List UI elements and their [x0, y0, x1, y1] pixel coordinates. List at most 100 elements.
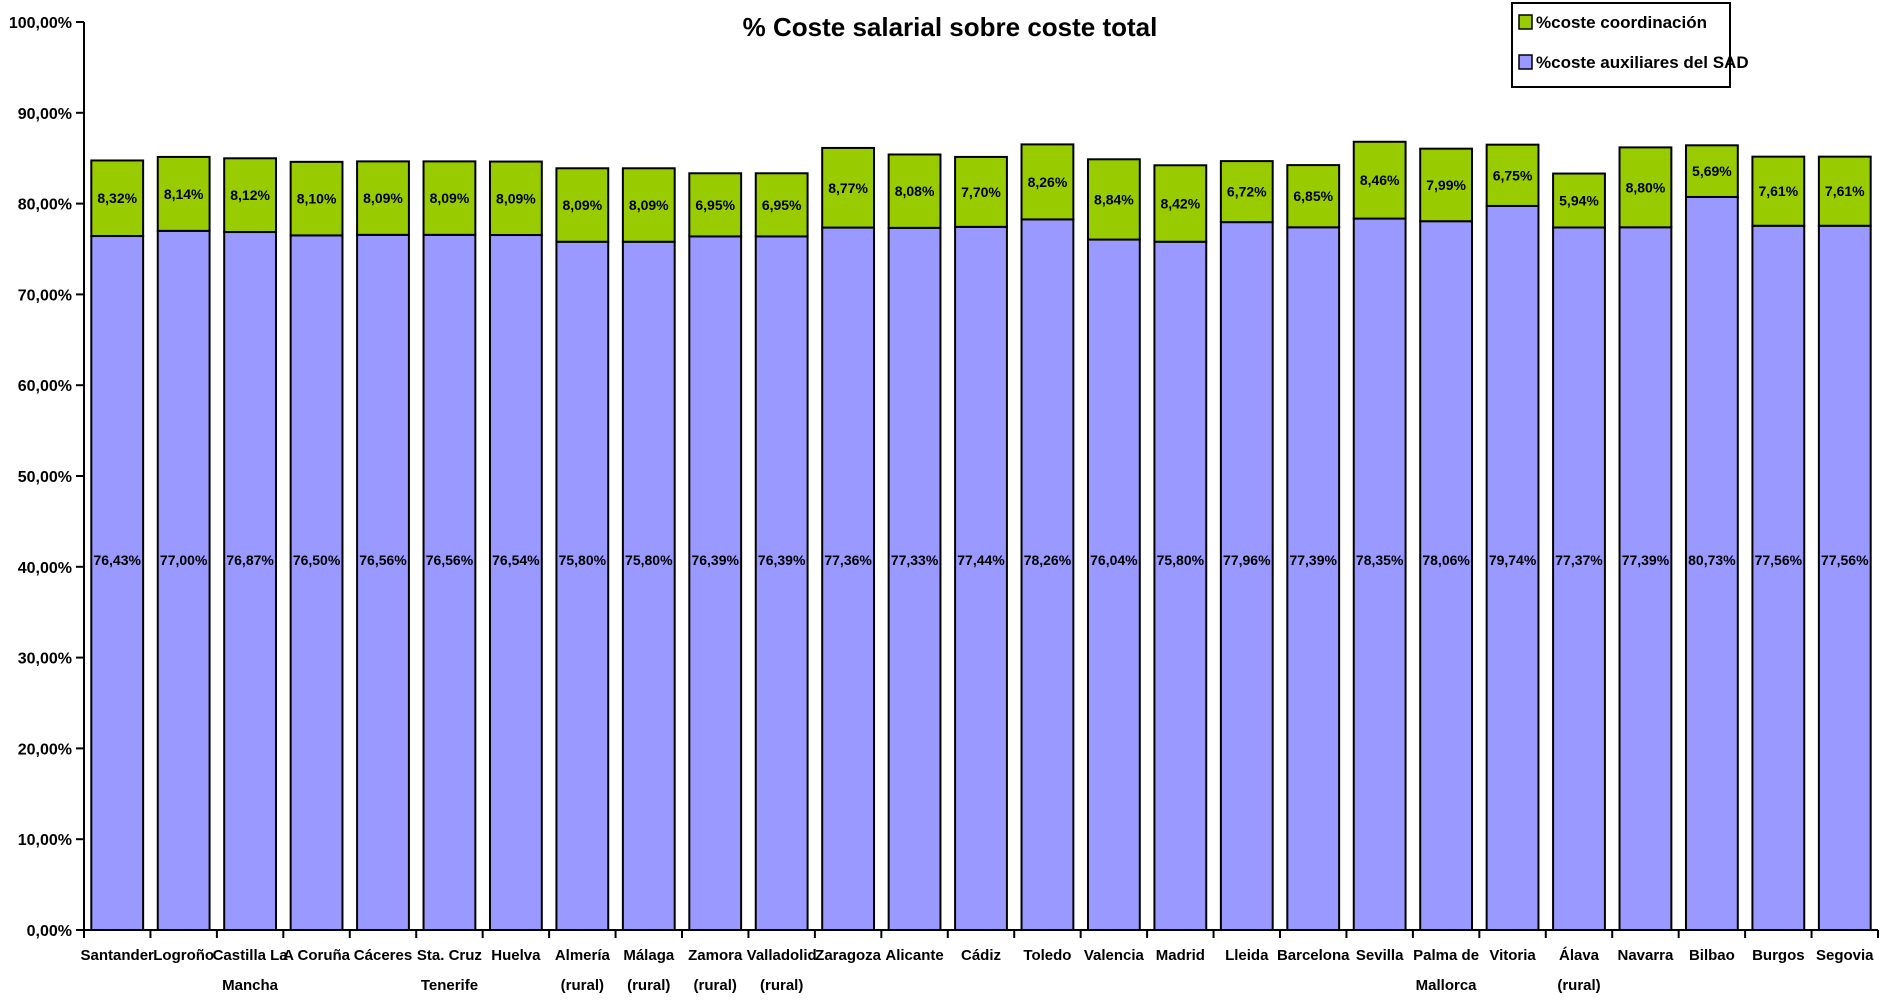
y-tick-label: 90,00%: [18, 106, 72, 123]
bar-auxiliares: [688, 235, 743, 932]
bar-coordinacion: [1817, 155, 1872, 227]
data-label-coordinacion: 8,12%: [230, 187, 270, 203]
data-label-auxiliares: 77,96%: [1223, 552, 1271, 568]
category-label: Santander: [81, 947, 155, 964]
data-label-coordinacion: 8,77%: [828, 180, 868, 196]
bar-auxiliares: [1552, 226, 1606, 931]
bar-coordinacion: [688, 172, 743, 238]
data-label-auxiliares: 76,54%: [492, 552, 540, 568]
bar-coordinacion: [223, 157, 278, 234]
category-label: Vitoria: [1489, 947, 1536, 964]
category-label: Sevilla: [1356, 947, 1404, 964]
bar-auxiliares: [954, 225, 1008, 932]
bar-auxiliares: [1153, 240, 1208, 931]
y-tick-label: 0,00%: [27, 923, 72, 940]
data-label-coordinacion: 7,70%: [961, 184, 1001, 200]
bar-coordinacion: [1153, 164, 1208, 243]
category-label: Logroño: [153, 947, 214, 964]
bar-auxiliares: [1485, 204, 1540, 931]
legend-box: [1511, 2, 1731, 88]
data-label-coordinacion: 8,09%: [562, 197, 602, 213]
category-label: Madrid: [1156, 947, 1205, 964]
bar-auxiliares: [1751, 224, 1806, 932]
data-label-auxiliares: 76,43%: [93, 552, 141, 568]
data-label-coordinacion: 8,42%: [1160, 196, 1200, 212]
data-label-coordinacion: 8,26%: [1028, 174, 1068, 190]
data-label-coordinacion: 8,84%: [1094, 191, 1134, 207]
category-label: Cáceres: [354, 947, 412, 964]
data-label-coordinacion: 6,95%: [762, 197, 802, 213]
bar-coordinacion: [621, 167, 676, 243]
data-label-coordinacion: 6,75%: [1493, 167, 1533, 183]
legend-label: %coste coordinación: [1536, 13, 1707, 32]
data-label-coordinacion: 8,10%: [297, 191, 337, 207]
category-label: Valencia: [1084, 947, 1145, 964]
data-label-auxiliares: 76,39%: [691, 552, 739, 568]
data-label-coordinacion: 6,95%: [695, 197, 735, 213]
bar-auxiliares: [356, 233, 410, 931]
bar-coordinacion: [156, 155, 211, 232]
bar-auxiliares: [1219, 221, 1274, 931]
y-tick-label: 20,00%: [18, 741, 72, 758]
category-label: Málaga (rural): [623, 947, 675, 994]
bar-auxiliares: [1684, 195, 1739, 931]
bar-coordinacion: [1352, 140, 1407, 220]
data-label-auxiliares: 75,80%: [559, 552, 607, 568]
data-label-auxiliares: 76,56%: [426, 552, 474, 568]
bar-auxiliares: [1352, 217, 1407, 932]
bar-coordinacion: [488, 160, 543, 237]
bar-auxiliares: [1286, 226, 1341, 931]
category-label: Navarra: [1617, 947, 1674, 964]
category-label: Cádiz: [961, 947, 1001, 964]
bar-auxiliares: [488, 234, 543, 932]
bar-auxiliares: [1618, 226, 1673, 931]
category-label: Alicante: [885, 947, 943, 964]
bar-coordinacion: [887, 153, 942, 229]
bar-coordinacion: [1485, 143, 1540, 207]
category-label: Burgos: [1752, 947, 1805, 964]
bar-coordinacion: [1219, 160, 1274, 224]
bar-auxiliares: [1086, 238, 1141, 931]
category-label: Palma de Mallorca: [1413, 947, 1479, 994]
category-label: Barcelona: [1277, 947, 1350, 964]
bar-auxiliares: [1020, 218, 1075, 932]
data-label-auxiliares: 76,87%: [226, 552, 274, 568]
bar-auxiliares: [1817, 224, 1872, 932]
data-label-auxiliares: 76,39%: [758, 552, 806, 568]
data-label-auxiliares: 76,50%: [293, 552, 341, 568]
bar-coordinacion: [1086, 158, 1141, 241]
data-label-auxiliares: 77,37%: [1555, 552, 1603, 568]
category-label: A Coruña: [283, 947, 351, 964]
data-label-auxiliares: 77,36%: [824, 552, 872, 568]
y-tick-label: 10,00%: [18, 832, 72, 849]
bar-auxiliares: [821, 226, 876, 931]
bar-coordinacion: [289, 160, 344, 237]
data-label-auxiliares: 78,35%: [1356, 552, 1404, 568]
bar-auxiliares: [90, 235, 145, 931]
data-label-coordinacion: 7,61%: [1825, 183, 1865, 199]
data-label-coordinacion: 8,46%: [1360, 172, 1400, 188]
y-tick-label: 30,00%: [18, 651, 72, 668]
category-label: Huelva: [491, 947, 541, 964]
category-label: Castilla La Mancha: [213, 947, 289, 994]
bar-coordinacion: [1751, 155, 1806, 227]
bar-coordinacion: [1419, 147, 1474, 223]
data-label-coordinacion: 8,09%: [430, 190, 470, 206]
y-axis: 0,00% 10,00% 20,00% 30,00% 40,00% 50,00% 60,00…: [9, 15, 85, 940]
bar-coordinacion: [1684, 144, 1739, 198]
data-label-auxiliares: 77,44%: [957, 552, 1005, 568]
data-label-auxiliares: 79,74%: [1489, 552, 1537, 568]
bar-auxiliares: [223, 231, 278, 932]
data-label-coordinacion: 5,69%: [1692, 163, 1732, 179]
data-label-auxiliares: 78,26%: [1024, 552, 1072, 568]
y-tick-label: 50,00%: [18, 469, 72, 486]
chart-title: % Coste salarial sobre coste total: [743, 12, 1158, 42]
legend-swatch: [1518, 14, 1533, 30]
bar-coordinacion: [555, 167, 610, 243]
bar-auxiliares: [754, 235, 809, 932]
data-label-coordinacion: 8,09%: [496, 190, 536, 206]
data-label-auxiliares: 77,39%: [1289, 552, 1337, 568]
bar-coordinacion: [754, 172, 809, 238]
